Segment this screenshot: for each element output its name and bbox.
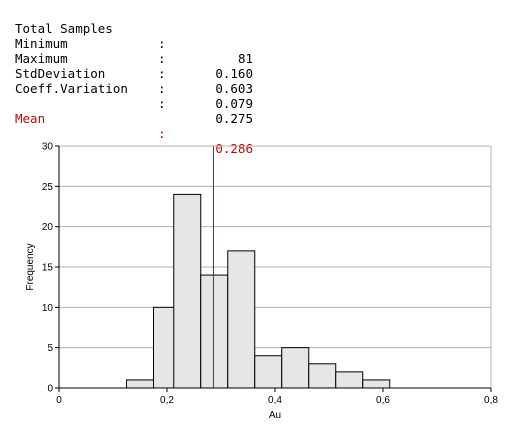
stat-label: Coeff.Variation (15, 81, 128, 96)
stat-label: Total Samples (15, 21, 113, 36)
x-tick-label: 0,6 (376, 395, 390, 406)
y-tick-label: 25 (42, 182, 54, 193)
stat-value: 81 (237, 51, 253, 66)
grid-lines (59, 185, 491, 349)
x-tick-label: 0,2 (160, 395, 174, 406)
histogram-bar (126, 379, 154, 389)
stat-colon: : (158, 36, 166, 51)
stat-value: 0.603 (215, 81, 253, 96)
stat-colon: : (158, 81, 166, 96)
statistics-panel: Total Samples : 81 Minimum : 0.160 Maxim… (15, 6, 253, 156)
stat-value: 0.275 (215, 111, 253, 126)
histogram-bar (281, 347, 310, 389)
histogram-bar (308, 363, 337, 389)
y-tick-label: 30 (42, 142, 54, 153)
histogram-bar (200, 274, 229, 389)
histogram-bar (227, 250, 256, 389)
y-tick-label: 0 (47, 384, 53, 395)
histogram-bar (335, 371, 364, 389)
y-tick-label: 20 (42, 222, 54, 233)
stat-row-total-samples: Total Samples : 81 (15, 6, 253, 66)
stat-label: StdDeviation (15, 66, 106, 81)
stat-colon: : (158, 126, 166, 141)
stat-row-coeff-variation: Coeff.Variation : 0.275 (15, 66, 253, 126)
x-axis-label: Au (269, 410, 281, 421)
stat-value: 0.079 (215, 96, 253, 111)
y-tick-label: 10 (42, 303, 54, 314)
stat-colon: : (158, 96, 166, 111)
stat-row-mean: Mean : 0.286 (15, 96, 253, 156)
mean-label: Mean (15, 111, 46, 126)
stat-colon: : (158, 66, 166, 81)
axis-ticks: 0 5 10 15 20 25 30 0 0,2 0,4 0,6 0,8 (42, 142, 499, 407)
histogram-bar (362, 379, 391, 389)
y-axis-label: Frequency (25, 243, 36, 290)
y-tick-label: 5 (47, 343, 53, 354)
stat-label: Maximum (15, 51, 68, 66)
stat-label: Minimum (15, 36, 68, 51)
stat-value: 0.160 (215, 66, 253, 81)
x-tick-label: 0,8 (484, 395, 498, 406)
x-tick-label: 0,4 (268, 395, 282, 406)
y-tick-label: 15 (42, 263, 54, 274)
histogram-bar (173, 193, 202, 389)
stat-row-minimum: Minimum : 0.160 (15, 21, 253, 81)
stat-row-maximum: Maximum : 0.603 (15, 36, 253, 96)
x-tick-label: 0 (56, 395, 62, 406)
stat-colon: : (158, 51, 166, 66)
stat-row-stddeviation: StdDeviation : 0.079 (15, 51, 253, 111)
histogram-bar (254, 355, 283, 389)
mean-value: 0.286 (215, 141, 253, 156)
